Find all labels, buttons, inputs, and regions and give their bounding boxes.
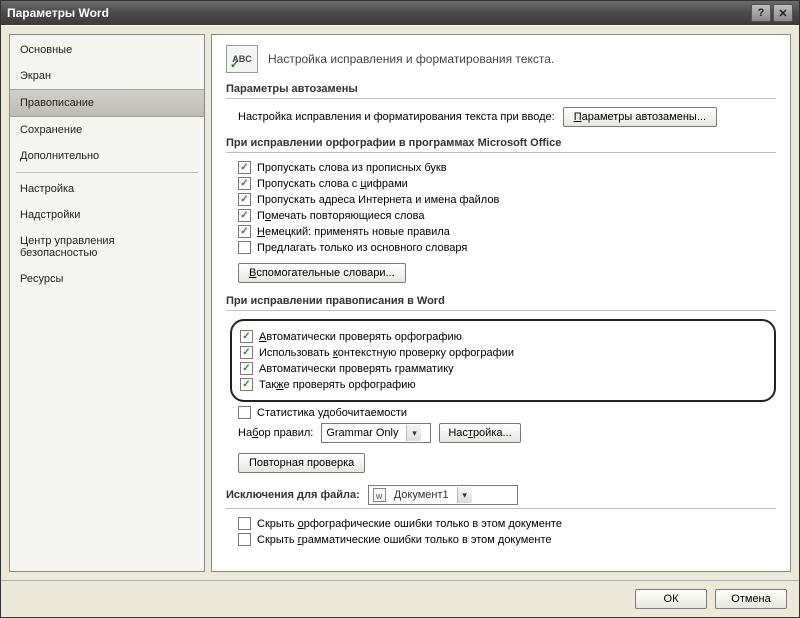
ok-button[interactable]: ОК — [635, 589, 707, 609]
options-dialog: Параметры Word ? ✕ Основные Экран Правоп… — [0, 0, 800, 618]
check-auto-spelling[interactable]: Автоматически проверять орфографию — [240, 330, 766, 343]
ruleset-label: Набор правил: — [238, 427, 313, 439]
check-words-with-numbers[interactable]: Пропускать слова с цифрами — [238, 177, 776, 190]
check-label: Скрыть грамматические ошибки только в эт… — [257, 534, 552, 546]
grammar-settings-button[interactable]: Настройка... — [439, 423, 520, 443]
section-word-spelling-title: При исправлении правописания в Word — [226, 295, 776, 311]
sidebar-separator — [16, 172, 198, 173]
autocorrect-row: Настройка исправления и форматирования т… — [238, 107, 776, 127]
checkbox-icon — [240, 330, 253, 343]
check-also-check-spelling[interactable]: Также проверять орфографию — [240, 378, 766, 391]
checkbox-icon — [238, 177, 251, 190]
sidebar-item-label: Центр управления безопасностью — [20, 235, 115, 259]
sidebar-item-addins[interactable]: Надстройки — [10, 202, 204, 228]
check-label: Статистика удобочитаемости — [257, 407, 407, 419]
check-label: Автоматически проверять грамматику — [259, 363, 454, 375]
sidebar-item-general[interactable]: Основные — [10, 37, 204, 63]
exceptions-file-select[interactable]: Документ1 ▾ — [368, 485, 518, 505]
abc-check-icon: ABC — [226, 45, 258, 73]
check-label: Пропускать слова из прописных букв — [257, 162, 447, 174]
titlebar[interactable]: Параметры Word ? ✕ — [1, 1, 799, 25]
sidebar-item-proofing[interactable]: Правописание — [10, 89, 204, 117]
custom-dictionaries-button[interactable]: Вспомогательные словари... — [238, 263, 406, 283]
check-label: Пропускать адреса Интернета и имена файл… — [257, 194, 499, 206]
checkbox-icon — [240, 378, 253, 391]
sidebar-item-label: Экран — [20, 70, 51, 82]
sidebar: Основные Экран Правописание Сохранение Д… — [9, 34, 205, 572]
check-label: Также проверять орфографию — [259, 379, 416, 391]
cancel-button[interactable]: Отмена — [715, 589, 787, 609]
window-title: Параметры Word — [7, 6, 109, 20]
panel-header: ABC Настройка исправления и форматирован… — [226, 45, 776, 73]
sidebar-item-save[interactable]: Сохранение — [10, 117, 204, 143]
checkbox-icon — [238, 161, 251, 174]
sidebar-item-label: Надстройки — [20, 209, 80, 221]
checkbox-icon — [238, 209, 251, 222]
sidebar-item-label: Правописание — [20, 97, 94, 109]
sidebar-item-resources[interactable]: Ресурсы — [10, 266, 204, 292]
select-value: Документ1 — [394, 489, 449, 501]
sidebar-item-label: Основные — [20, 44, 72, 56]
document-icon — [373, 488, 386, 502]
check-urls-filenames[interactable]: Пропускать адреса Интернета и имена файл… — [238, 193, 776, 206]
sidebar-item-customize[interactable]: Настройка — [10, 176, 204, 202]
checkbox-icon — [238, 533, 251, 546]
chevron-down-icon: ▾ — [406, 425, 421, 441]
checkbox-icon — [238, 406, 251, 419]
main-panel: ABC Настройка исправления и форматирован… — [211, 34, 791, 572]
checkbox-icon — [238, 241, 251, 254]
highlighted-options-box: Автоматически проверять орфографию Испол… — [230, 319, 776, 402]
close-button[interactable]: ✕ — [773, 4, 793, 22]
sidebar-item-advanced[interactable]: Дополнительно — [10, 143, 204, 169]
ruleset-row: Набор правил: Grammar Only ▾ Настройка..… — [238, 423, 776, 443]
check-hide-grammar-errors[interactable]: Скрыть грамматические ошибки только в эт… — [238, 533, 776, 546]
section-exceptions-title: Исключения для файла: Документ1 ▾ — [226, 485, 776, 509]
check-contextual-spelling[interactable]: Использовать контекстную проверку орфогр… — [240, 346, 766, 359]
check-label: Автоматически проверять орфографию — [259, 331, 462, 343]
dialog-footer: ОК Отмена — [1, 580, 799, 617]
autocorrect-options-button[interactable]: Параметры автозамены... — [563, 107, 717, 127]
check-uppercase-words[interactable]: Пропускать слова из прописных букв — [238, 161, 776, 174]
sidebar-item-label: Ресурсы — [20, 273, 63, 285]
dialog-body: Основные Экран Правописание Сохранение Д… — [1, 25, 799, 580]
check-label: Помечать повторяющиеся слова — [257, 210, 425, 222]
check-label: Предлагать только из основного словаря — [257, 242, 467, 254]
sidebar-item-label: Сохранение — [20, 124, 82, 136]
check-label: Скрыть орфографические ошибки только в э… — [257, 518, 562, 530]
checkbox-icon — [238, 517, 251, 530]
checkbox-icon — [240, 362, 253, 375]
sidebar-item-trustcenter[interactable]: Центр управления безопасностью — [10, 228, 204, 266]
check-label: Использовать контекстную проверку орфогр… — [259, 347, 514, 359]
chevron-down-icon: ▾ — [457, 487, 472, 503]
check-readability-stats[interactable]: Статистика удобочитаемости — [238, 406, 776, 419]
section-office-spelling-title: При исправлении орфографии в программах … — [226, 137, 776, 153]
check-hide-spelling-errors[interactable]: Скрыть орфографические ошибки только в э… — [238, 517, 776, 530]
check-german-rules[interactable]: Немецкий: применять новые правила — [238, 225, 776, 238]
check-label: Немецкий: применять новые правила — [257, 226, 450, 238]
check-label: Пропускать слова с цифрами — [257, 178, 408, 190]
panel-header-text: Настройка исправления и форматирования т… — [268, 52, 554, 66]
autocorrect-lead: Настройка исправления и форматирования т… — [238, 111, 555, 123]
ruleset-select[interactable]: Grammar Only ▾ — [321, 423, 431, 443]
check-repeated-words[interactable]: Помечать повторяющиеся слова — [238, 209, 776, 222]
section-autocorrect-title: Параметры автозамены — [226, 83, 776, 99]
check-auto-grammar[interactable]: Автоматически проверять грамматику — [240, 362, 766, 375]
checkbox-icon — [238, 225, 251, 238]
check-main-dict-only[interactable]: Предлагать только из основного словаря — [238, 241, 776, 254]
select-value: Grammar Only — [326, 427, 398, 439]
checkbox-icon — [240, 346, 253, 359]
help-button[interactable]: ? — [751, 4, 771, 22]
recheck-button[interactable]: Повторная проверка — [238, 453, 365, 473]
titlebar-buttons: ? ✕ — [751, 4, 793, 22]
checkbox-icon — [238, 193, 251, 206]
sidebar-item-display[interactable]: Экран — [10, 63, 204, 89]
sidebar-item-label: Настройка — [20, 183, 74, 195]
sidebar-item-label: Дополнительно — [20, 150, 99, 162]
